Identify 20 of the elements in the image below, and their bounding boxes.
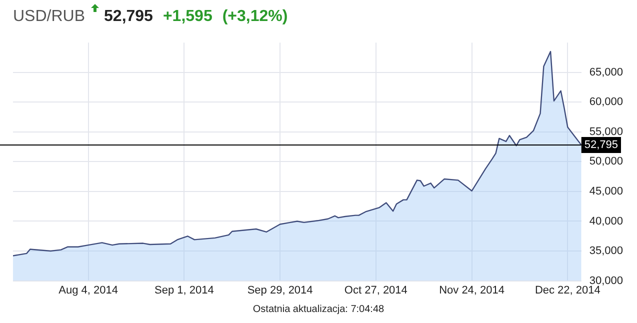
x-tick-label: Sep 1, 2014 xyxy=(154,284,214,296)
y-tick-label: 30,000 xyxy=(589,274,624,287)
y-tick-label: 60,000 xyxy=(589,96,624,108)
y-tick-label: 40,000 xyxy=(589,215,624,228)
y-tick-label: 35,000 xyxy=(589,245,624,258)
x-tick-label: Aug 4, 2014 xyxy=(58,284,118,296)
x-tick-label: Oct 27, 2014 xyxy=(344,284,408,296)
x-tick-label: Sep 29, 2014 xyxy=(247,284,313,296)
y-tick-label: 65,000 xyxy=(589,66,624,78)
ref-line-label: 52,795 xyxy=(584,139,618,152)
text: (+3,12%) xyxy=(222,8,288,25)
text: Ostatnia aktualizacja: 7:04:48 xyxy=(252,304,386,315)
x-tick-label: Nov 24, 2014 xyxy=(439,284,505,296)
y-tick-label: 45,000 xyxy=(589,186,624,198)
text: 52,795 xyxy=(104,8,153,25)
y-tick-label: 50,000 xyxy=(589,156,624,168)
x-tick-label: Dec 22, 2014 xyxy=(534,284,600,296)
y-tick-label: 55,000 xyxy=(589,126,624,138)
chart-title: USD/RUB xyxy=(13,8,86,26)
text: +1,595 xyxy=(162,8,212,25)
